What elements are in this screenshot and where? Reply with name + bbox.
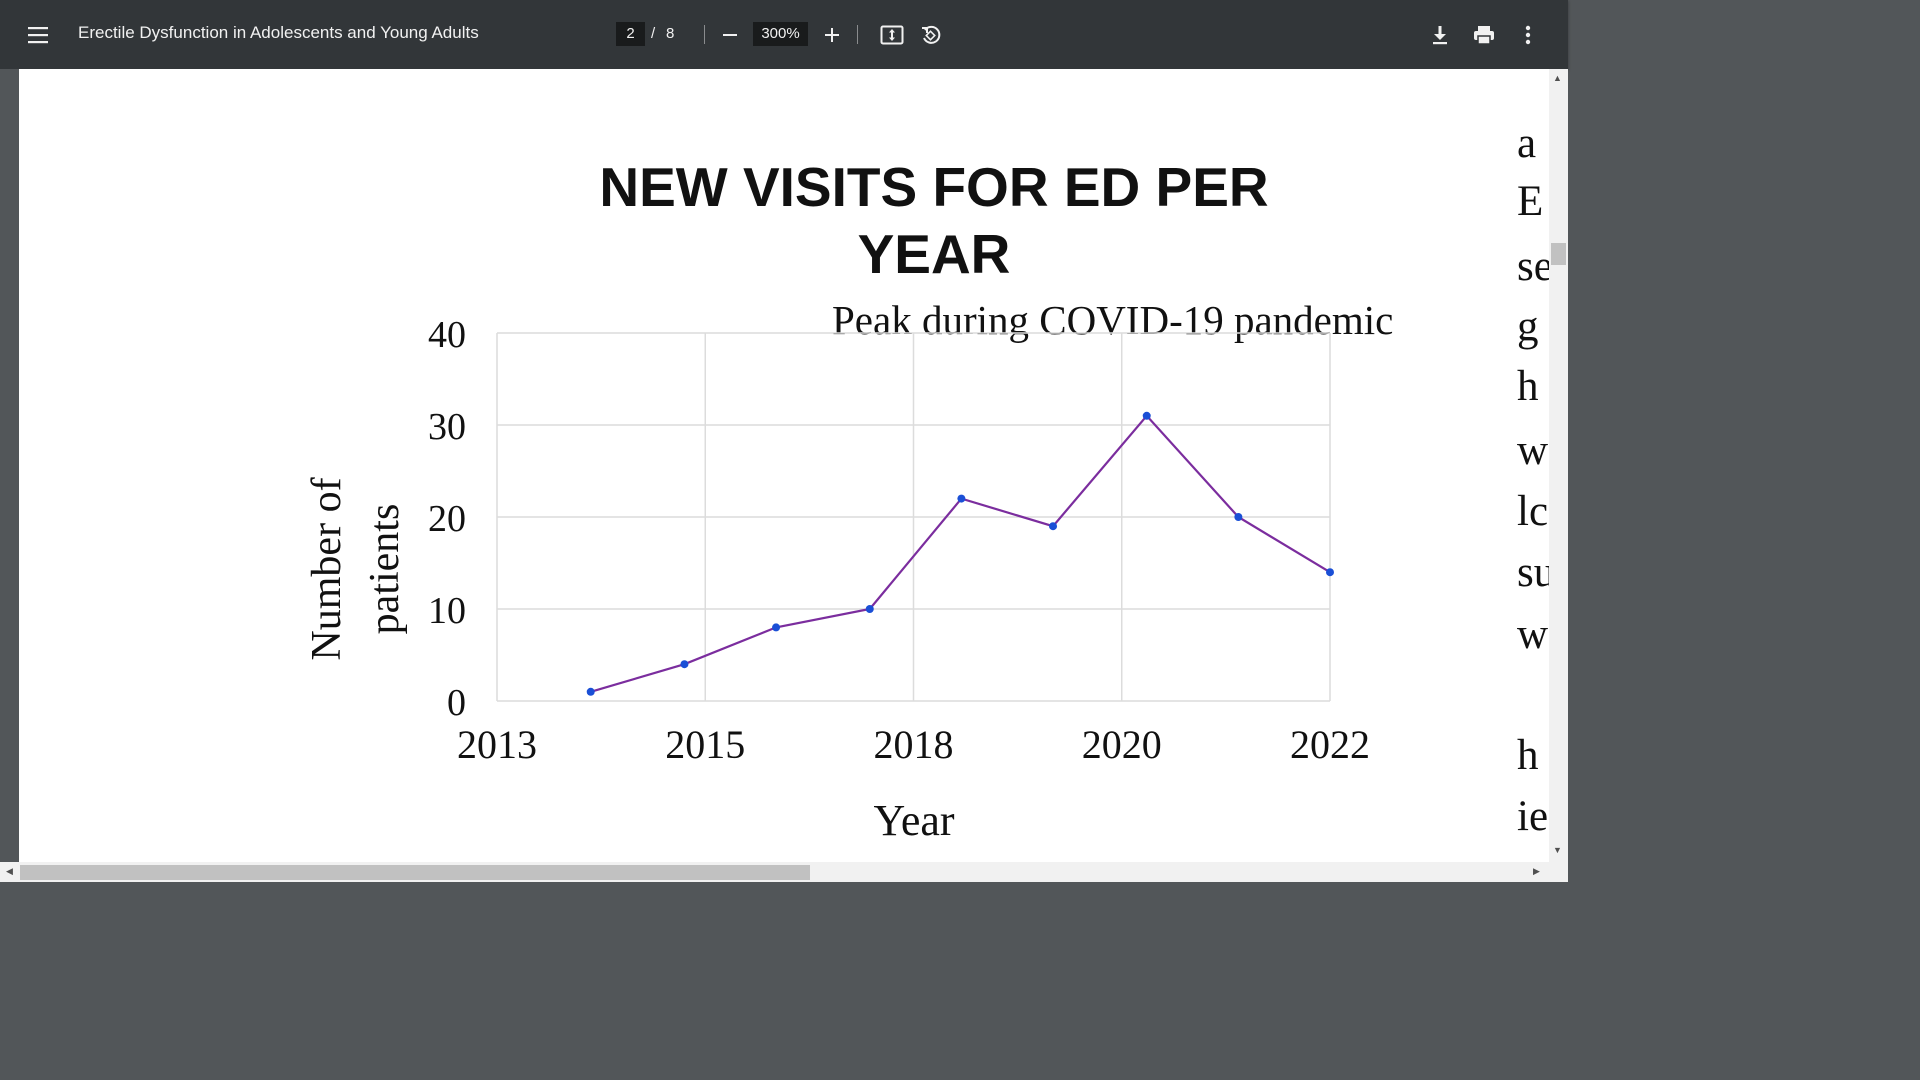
pdf-page: NEW VISITS FOR ED PER YEAR Peak during C… — [19, 69, 1549, 862]
vertical-scrollbar-thumb[interactable] — [1551, 243, 1566, 265]
data-point — [1326, 568, 1334, 577]
y-tick-label: 20 — [428, 498, 466, 540]
document-title: Erectile Dysfunction in Adolescents and … — [78, 23, 479, 42]
text-fragment: h — [1517, 732, 1539, 779]
text-fragment: h — [1517, 363, 1539, 410]
fit-to-page-button[interactable] — [874, 17, 910, 53]
minus-icon — [723, 34, 737, 36]
scroll-up-arrow-icon[interactable]: ▲ — [1553, 73, 1562, 83]
toolbar-divider — [704, 25, 705, 44]
plus-icon — [825, 28, 839, 42]
text-fragment: w — [1517, 611, 1549, 658]
more-vert-icon — [1525, 25, 1531, 45]
text-fragment: g — [1517, 303, 1539, 350]
zoom-input[interactable]: 300% — [753, 22, 808, 46]
y-tick-label: 30 — [428, 406, 466, 448]
vertical-scrollbar[interactable] — [1549, 69, 1568, 862]
data-point — [957, 494, 966, 503]
y-axis-label: Number of patients — [304, 477, 408, 661]
text-fragment: su — [1517, 549, 1549, 596]
x-tick-label: 2018 — [874, 722, 954, 767]
rotate-icon — [922, 25, 941, 44]
y-tick-label: 40 — [428, 314, 466, 356]
data-point — [586, 687, 595, 696]
toolbar-divider — [857, 25, 858, 44]
chart-annotation: Peak during COVID-19 pandemic — [832, 297, 1394, 343]
data-point — [1049, 522, 1058, 531]
download-icon — [1433, 26, 1447, 45]
menu-icon — [28, 27, 48, 44]
data-point — [680, 660, 689, 669]
data-point — [772, 623, 781, 632]
x-tick-label: 2013 — [457, 722, 537, 767]
text-fragment: lc — [1517, 488, 1549, 535]
page-separator: / — [651, 25, 656, 42]
page-number-input[interactable]: 2 — [616, 22, 645, 46]
zoom-in-button[interactable] — [814, 17, 850, 53]
pdf-toolbar: Erectile Dysfunction in Adolescents and … — [0, 0, 1568, 69]
text-fragment: a — [1517, 120, 1537, 167]
text-fragment: se — [1517, 243, 1549, 290]
scroll-left-arrow-icon[interactable]: ◀ — [6, 866, 13, 876]
text-fragment: w — [1517, 427, 1549, 474]
scroll-down-arrow-icon[interactable]: ▼ — [1553, 845, 1562, 855]
x-tick-label: 2015 — [665, 722, 745, 767]
data-point — [865, 605, 874, 613]
text-fragment: ie — [1517, 793, 1549, 840]
series-line — [590, 414, 1331, 693]
x-axis-label: Year — [873, 796, 955, 845]
rotate-button[interactable] — [913, 17, 949, 53]
fit-to-page-icon — [880, 25, 904, 45]
more-options-button[interactable] — [1510, 17, 1546, 53]
y-tick-label: 10 — [428, 590, 466, 632]
data-point — [1234, 513, 1243, 521]
x-tick-label: 2022 — [1290, 722, 1370, 767]
x-tick-label: 2020 — [1082, 722, 1162, 767]
scroll-right-arrow-icon[interactable]: ▶ — [1533, 866, 1540, 876]
download-button[interactable] — [1422, 17, 1458, 53]
text-fragment: E — [1517, 178, 1544, 225]
data-point — [1142, 411, 1151, 420]
line-chart: 0 10 20 30 40 2013 2015 2018 2020 2022 — [428, 314, 1370, 767]
print-button[interactable] — [1466, 17, 1502, 53]
page-total: 8 — [666, 25, 675, 42]
menu-button[interactable] — [21, 17, 57, 53]
y-tick-label: 0 — [447, 682, 466, 724]
zoom-out-button[interactable] — [712, 17, 748, 53]
viewer-margin — [0, 69, 19, 862]
print-icon — [1474, 26, 1494, 45]
chart-title: NEW VISITS FOR ED PER YEAR — [599, 156, 1269, 285]
horizontal-scrollbar-thumb[interactable] — [20, 865, 810, 880]
